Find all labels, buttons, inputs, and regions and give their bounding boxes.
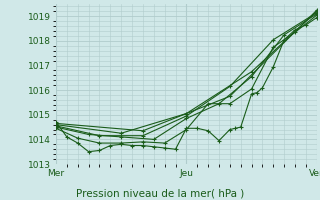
- Text: Pression niveau de la mer( hPa ): Pression niveau de la mer( hPa ): [76, 188, 244, 198]
